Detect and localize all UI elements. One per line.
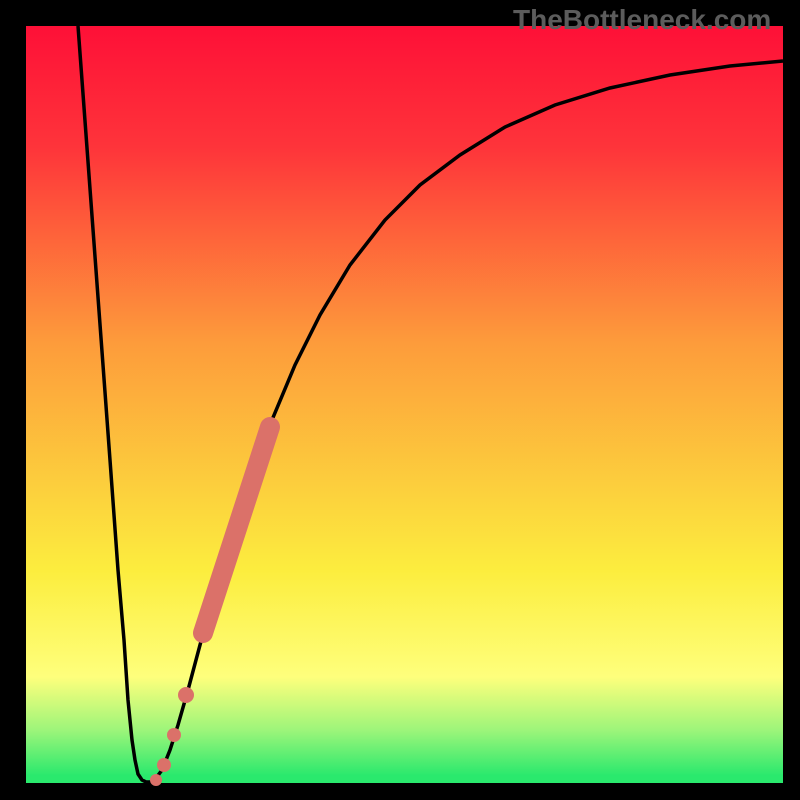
watermark-text: TheBottleneck.com — [513, 4, 771, 36]
chart-container: TheBottleneck.com — [0, 0, 800, 800]
plot-area — [26, 26, 783, 783]
